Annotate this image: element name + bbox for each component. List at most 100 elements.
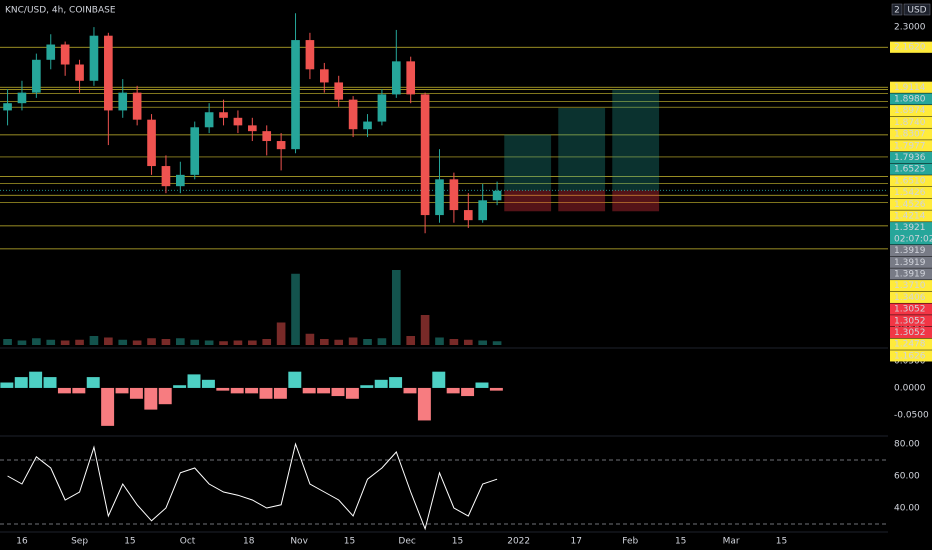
oscillator-bar [29,371,43,388]
price-label-text: 1.2478 [894,340,926,350]
price-label-text: 1.3710 [894,281,926,291]
price-label-text: 1.4214 [894,211,926,221]
price-label-text: 1.8980 [894,94,926,104]
candle-body [176,174,185,187]
volume-bar [248,340,257,345]
candle-body [190,127,200,175]
oscillator-bar [158,387,172,405]
x-tick-label: 16 [16,537,28,547]
volume-bar [46,339,56,345]
oscillator-bar [115,387,129,394]
x-tick-label: Mar [723,537,740,547]
y-tick-label: -0.0500 [894,411,929,421]
candle-body [233,117,243,126]
position-loss [558,190,606,212]
price-label-text: 1.3052 [894,305,926,315]
candle-body [104,35,113,111]
volume-bar [262,339,272,345]
price-label [890,41,932,53]
price-label-text: 1.8740 [894,118,926,128]
volume-bar [348,337,358,345]
candle-body [420,94,430,216]
currency-text: USD [907,6,926,16]
candle-body [276,141,286,150]
oscillator-bar [187,374,201,388]
price-label-text: 2.1620 [894,43,926,53]
candle-body [248,125,257,132]
candle-body [348,99,358,130]
oscillator-bar [259,387,273,399]
price-label-text: 1.8307 [894,130,926,140]
price-label [890,116,932,128]
oscillator-bar [86,377,100,388]
price-label-text: 1.6525 [894,165,926,175]
oscillator-bar [101,387,115,426]
volume-bar [420,315,430,345]
price-label [890,315,932,327]
candle-body [3,103,12,111]
x-tick-label: Nov [290,537,308,547]
position-profit [612,89,660,191]
oscillator-bar [403,387,417,394]
volume-bar [176,338,185,345]
price-label-text: 1.5426 [894,188,926,198]
price-label [890,244,932,257]
oscillator-bar [360,385,374,388]
price-label [890,326,932,339]
price-label [890,303,932,315]
price-label-text: 1.8974 [894,106,926,116]
price-label [890,81,932,93]
position-profit [504,134,552,191]
price-label [890,93,932,105]
volume-bar [478,340,488,345]
volume-bar [32,338,41,345]
badge [891,3,903,16]
volume-bar [104,337,113,345]
candle-body [219,112,228,118]
candle-body [118,92,128,111]
oscillator-bar [230,387,244,394]
price-label [890,186,932,199]
price-label [890,128,932,140]
price-label [890,198,932,210]
candle-body [363,121,372,130]
candle-body [449,179,459,211]
volume-bar [377,338,387,345]
price-label [890,105,932,117]
candle-body [435,179,444,216]
x-tick-label: Dec [398,537,415,547]
y-tick-label: 80.00 [894,440,920,450]
volume-bar [334,339,344,345]
oscillator-bar [302,387,316,394]
price-label-text: 1.6510 [894,176,926,186]
candle-body [334,82,344,100]
volume-bar [492,341,502,345]
x-tick-label: Feb [622,537,638,547]
price-label [890,280,932,292]
price-label [890,338,932,350]
price-label-text: 1.3052 [894,328,926,338]
x-tick-label: 15 [452,537,463,547]
oscillator-bar [432,371,446,388]
y-tick-label: 0.0000 [894,383,926,393]
oscillator-bar [461,387,475,397]
price-label-text: 1.7936 [894,153,926,163]
volume-bar [132,340,142,345]
volume-bar [60,340,70,345]
y-tick-label: 60.00 [894,472,920,482]
volume-bar [233,340,243,345]
candle-body [406,61,416,95]
volume-bar [75,339,84,345]
volume-bar [463,339,473,345]
candle-body [89,35,99,81]
candle-body [46,44,56,60]
x-tick-label: 17 [571,537,582,547]
oscillator-bar [273,387,287,399]
candle-body [32,59,41,93]
current-price-label [890,222,932,245]
volume-bar [17,340,27,345]
oscillator-bar [173,385,187,388]
oscillator-bar [57,387,71,394]
volume-bar [89,336,99,345]
